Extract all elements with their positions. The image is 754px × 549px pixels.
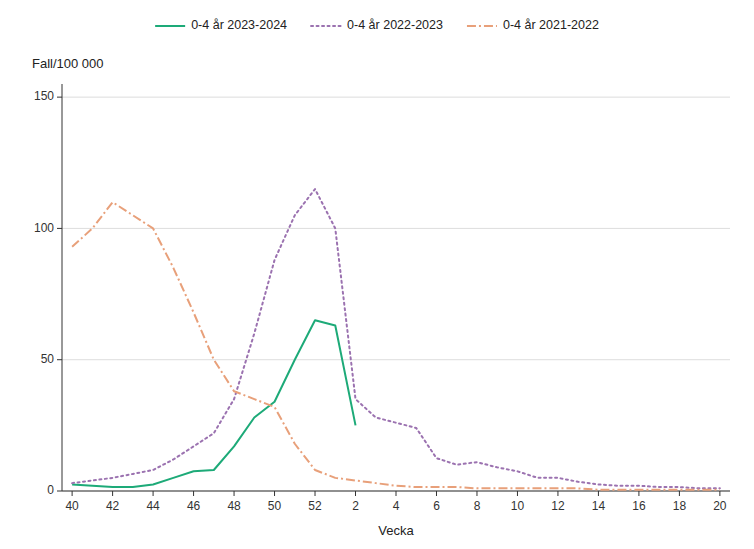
x-tick xyxy=(517,491,518,496)
y-tick xyxy=(57,491,62,492)
x-tick-label: 50 xyxy=(268,499,282,513)
y-tick-label: 0 xyxy=(47,483,54,497)
x-tick xyxy=(153,491,154,496)
series-line xyxy=(72,202,720,490)
series-line xyxy=(72,320,355,487)
y-tick-label: 150 xyxy=(34,89,54,103)
y-tick-label: 100 xyxy=(34,221,54,235)
x-tick-label: 48 xyxy=(227,499,241,513)
y-tick xyxy=(57,359,62,360)
legend-label: 0-4 år 2021-2022 xyxy=(503,18,599,32)
x-tick-label: 4 xyxy=(393,499,400,513)
legend-item: 0-4 år 2021-2022 xyxy=(467,18,599,32)
grid-line xyxy=(62,97,730,98)
grid xyxy=(62,97,730,491)
x-tick-label: 20 xyxy=(713,499,727,513)
x-tick xyxy=(638,491,639,496)
x-tick-label: 8 xyxy=(474,499,481,513)
x-tick-label: 10 xyxy=(511,499,525,513)
x-tick-label: 42 xyxy=(106,499,120,513)
y-axis-label: Fall/100 000 xyxy=(32,56,104,71)
y-axis-line xyxy=(62,84,63,491)
x-tick-label: 6 xyxy=(433,499,440,513)
y-tick xyxy=(57,228,62,229)
y-tick xyxy=(57,97,62,98)
legend-swatch xyxy=(311,25,341,27)
x-tick xyxy=(234,491,235,496)
x-tick xyxy=(355,491,356,496)
x-tick xyxy=(679,491,680,496)
x-tick-label: 44 xyxy=(146,499,160,513)
x-tick-label: 14 xyxy=(592,499,606,513)
x-axis-label: Vecka xyxy=(378,523,414,538)
x-tick-label: 12 xyxy=(551,499,565,513)
legend-swatch xyxy=(467,25,497,27)
series-line xyxy=(72,189,720,488)
legend-item: 0-4 år 2022-2023 xyxy=(311,18,443,32)
legend-label: 0-4 år 2022-2023 xyxy=(347,18,443,32)
x-tick xyxy=(436,491,437,496)
x-tick xyxy=(598,491,599,496)
axes: 050100150404244464850522468101214161820 xyxy=(34,84,730,513)
x-tick-label: 40 xyxy=(65,499,79,513)
x-tick-label: 2 xyxy=(352,499,359,513)
x-tick xyxy=(557,491,558,496)
grid-line xyxy=(62,359,730,360)
x-tick xyxy=(396,491,397,496)
legend-swatch xyxy=(155,25,185,27)
x-tick xyxy=(193,491,194,496)
x-tick xyxy=(72,491,73,496)
x-tick xyxy=(315,491,316,496)
series-lines xyxy=(72,189,720,490)
x-tick-label: 46 xyxy=(187,499,201,513)
legend-label: 0-4 år 2023-2024 xyxy=(191,18,287,32)
chart: 050100150404244464850522468101214161820V… xyxy=(0,0,754,549)
x-tick-label: 16 xyxy=(632,499,646,513)
x-tick-label: 52 xyxy=(308,499,322,513)
x-tick xyxy=(476,491,477,496)
x-tick xyxy=(274,491,275,496)
grid-line xyxy=(62,228,730,229)
x-tick xyxy=(719,491,720,496)
legend-item: 0-4 år 2023-2024 xyxy=(155,18,287,32)
legend: 0-4 år 2023-2024 0-4 år 2022-2023 0-4 år 2… xyxy=(155,18,599,32)
x-tick-label: 18 xyxy=(673,499,687,513)
x-tick xyxy=(112,491,113,496)
y-tick-label: 50 xyxy=(41,352,55,366)
